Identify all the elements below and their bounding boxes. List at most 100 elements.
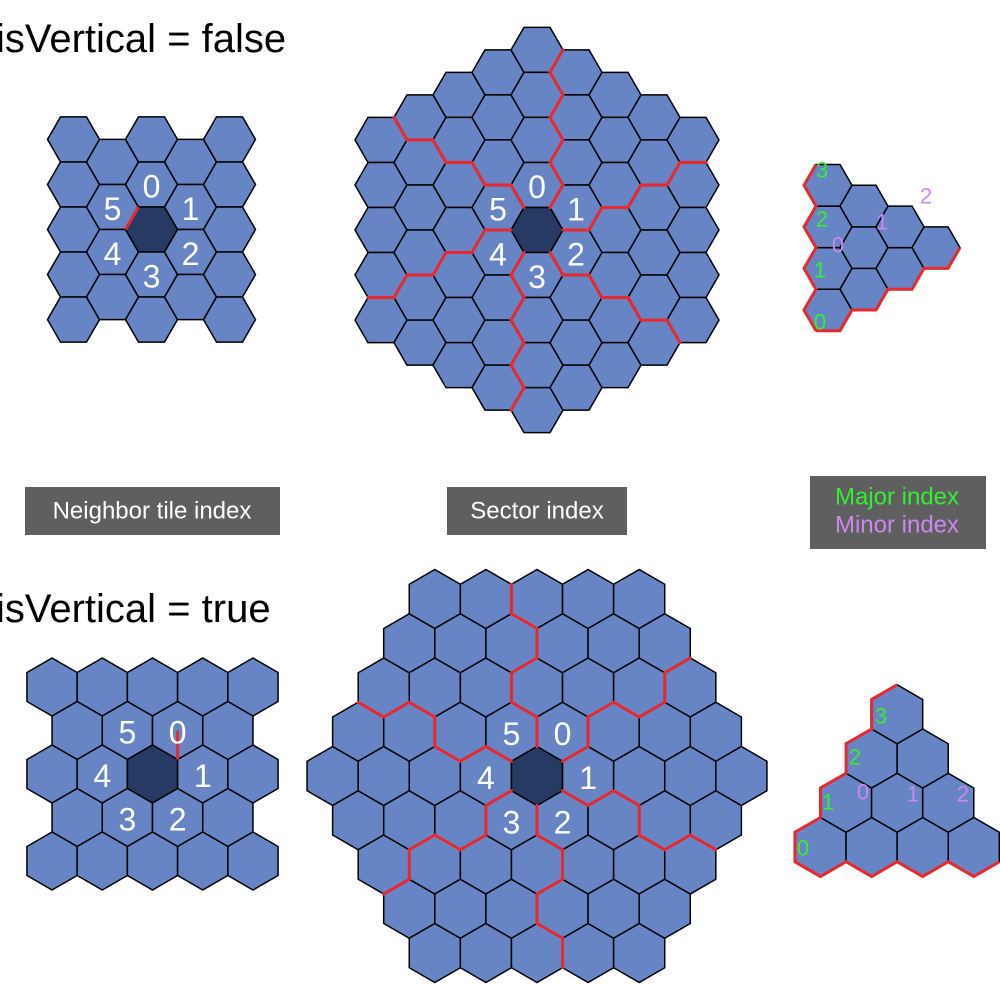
sector-flat-sector-boundary-19 — [509, 386, 526, 412]
triangle-flat-minor-label: 0 — [832, 233, 844, 258]
caption-box-sector — [447, 487, 627, 535]
sector-flat-sector-boundary-21 — [548, 48, 565, 74]
neighbor-flat-tile — [202, 296, 257, 343]
sector-pointy-label: 0 — [554, 716, 572, 752]
triangle-pointy-major-label: 0 — [797, 836, 809, 861]
sector-flat-sector-boundary-37 — [665, 160, 682, 187]
sector-flat-sector-boundary-17 — [509, 341, 526, 367]
neighbor-flat-label: 4 — [104, 236, 122, 272]
sector-flat-sector-boundary-26 — [548, 183, 565, 209]
sector-pointy-label: 3 — [503, 804, 521, 840]
caption-major: Major index — [835, 484, 959, 511]
labels-layer: isVertical = false isVertical = true Nei… — [0, 17, 986, 861]
sector-pointy-sector-boundary-26 — [509, 656, 539, 675]
triangle-flat-major-label: 2 — [816, 207, 828, 232]
sector-pointy-sector-boundary-19 — [535, 833, 565, 852]
triangle-pointy-major-label: 2 — [849, 745, 861, 770]
sector-flat-label: 0 — [528, 169, 546, 205]
sector-pointy-sector-boundary-37 — [663, 833, 692, 852]
neighbor-flat-label: 5 — [104, 191, 122, 227]
sector-pointy-sector-boundary-15 — [484, 789, 513, 807]
sector-pointy-sector-boundary-34 — [637, 833, 667, 852]
sector-flat-sector-boundary-32 — [587, 273, 604, 300]
sector-flat-sector-boundary-1 — [392, 273, 409, 300]
neighbor-flat-boundary — [124, 206, 140, 231]
sector-pointy-sector-boundary-4 — [433, 833, 462, 852]
triangle-pointy-major-label: 3 — [875, 704, 887, 729]
sector-pointy-sector-boundary-35 — [586, 700, 616, 719]
sector-pointy-sector-boundary-24 — [561, 789, 590, 807]
sector-pointy-sector-boundary-38 — [688, 833, 718, 852]
sector-flat-sector-boundary-28 — [548, 251, 565, 277]
sector-flat-label: 5 — [489, 191, 507, 227]
title-vertical: isVertical = true — [0, 587, 271, 631]
neighbor-flat-label: 0 — [143, 168, 161, 204]
sector-pointy-sector-boundary-0 — [382, 877, 411, 896]
sector-pointy-sector-boundary-39 — [637, 700, 667, 719]
triangle-flat-major-label: 1 — [814, 258, 826, 283]
caption-minor: Minor index — [835, 512, 959, 539]
sector-flat-sector-boundary-40 — [665, 318, 682, 345]
sector-flat-sector-boundary-8 — [470, 160, 487, 187]
sector-pointy-label: 2 — [554, 804, 572, 840]
sector-pointy-sector-boundary-29 — [561, 745, 590, 763]
triangle-pointy-minor-label: 0 — [857, 780, 869, 805]
sector-pointy-sector-boundary-2 — [356, 700, 386, 719]
sector-flat-sector-boundary-24 — [548, 138, 565, 164]
sector-pointy-sector-boundary-14 — [458, 745, 488, 763]
sector-pointy-sector-boundary-9 — [458, 833, 488, 852]
triangle-flat-major-label: 0 — [814, 310, 826, 335]
caption-sector: Sector index — [470, 498, 603, 525]
neighbor-pointy-label: 1 — [194, 758, 212, 794]
boundary-layer — [124, 48, 1000, 970]
sector-pointy-sector-boundary-31 — [586, 789, 616, 807]
triangle-pointy-left-outline — [793, 683, 898, 878]
neighbor-flat-label: 2 — [182, 236, 200, 272]
neighbor-flat-label: 3 — [143, 259, 161, 295]
sector-flat-sector-boundary-15 — [509, 296, 526, 322]
caption-box-neighbor — [25, 487, 280, 535]
sector-pointy-sector-boundary-3 — [407, 833, 437, 852]
neighbor-pointy-tile — [227, 831, 279, 891]
sector-flat-sector-boundary-33 — [626, 183, 643, 209]
sector-flat-sector-boundary-13 — [509, 183, 526, 209]
sector-pointy-sector-boundary-32 — [612, 789, 641, 807]
sector-flat-sector-boundary-27 — [548, 160, 565, 187]
caption-box-index-legend — [810, 476, 986, 549]
sector-flat-sector-boundary-14 — [509, 251, 526, 277]
sector-flat-sector-boundary-4 — [431, 138, 448, 164]
sector-flat-sector-boundary-25 — [548, 115, 565, 142]
sector-pointy-sector-boundary-22 — [509, 700, 539, 719]
sector-pointy-sector-boundary-16 — [484, 745, 513, 763]
sector-flat-sector-boundary-18 — [509, 318, 526, 345]
sector-pointy-label: 5 — [503, 716, 521, 752]
triangle-pointy-minor-label: 1 — [907, 782, 919, 807]
sector-flat-label: 3 — [528, 259, 546, 295]
triangle-flat-major-label: 3 — [816, 158, 828, 183]
sector-pointy-sector-boundary-12 — [535, 922, 565, 940]
sector-pointy-label: 4 — [477, 760, 495, 796]
sector-flat-sector-boundary-22 — [548, 93, 565, 119]
neighbor-pointy-label: 0 — [169, 715, 187, 751]
sector-flat-sector-boundary-5 — [431, 251, 448, 277]
sector-pointy-sector-boundary-5 — [382, 700, 411, 719]
triangle-pointy-minor-label: 2 — [957, 782, 969, 807]
sector-pointy-sector-boundary-41 — [663, 656, 692, 675]
triangle-flat-minor-label: 2 — [920, 184, 932, 209]
sector-flat-sector-boundary-36 — [626, 296, 643, 322]
sector-flat-label: 4 — [489, 237, 507, 273]
neighbor-flat-label: 1 — [182, 191, 200, 227]
sector-flat-label: 2 — [567, 237, 585, 273]
neighbor-pointy-label: 4 — [93, 758, 111, 794]
sector-flat-sector-boundary-9 — [470, 228, 487, 255]
triangle-flat-bottom-outline — [816, 246, 962, 333]
sector-pointy-label: 1 — [579, 760, 597, 796]
caption-neighbor: Neighbor tile index — [53, 498, 252, 525]
sector-flat-sector-boundary-0 — [392, 115, 409, 142]
sector-flat-sector-boundary-20 — [509, 363, 526, 390]
sector-pointy-tile — [715, 745, 768, 807]
sector-pointy-sector-boundary-27 — [509, 612, 539, 630]
triangle-pointy-major-label: 1 — [822, 790, 834, 815]
sector-flat-sector-boundary-23 — [548, 70, 565, 97]
